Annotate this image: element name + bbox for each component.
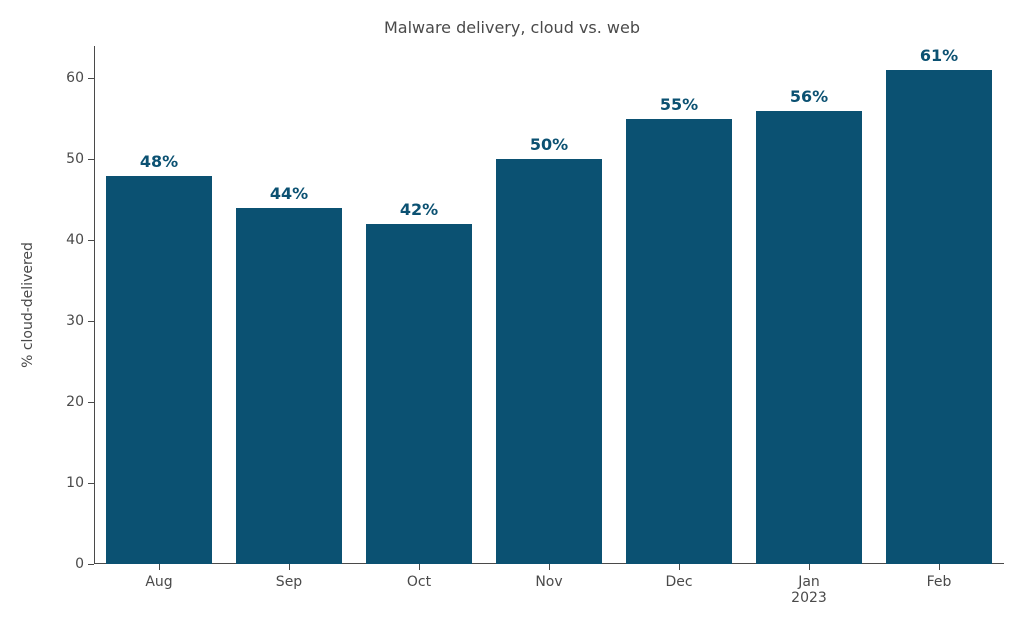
bar-value-label: 61%	[920, 46, 958, 65]
x-tick-mark	[419, 564, 420, 570]
y-tick-mark	[88, 78, 94, 79]
x-tick-mark	[939, 564, 940, 570]
y-tick-label: 20	[52, 394, 84, 410]
bar	[886, 70, 993, 564]
y-tick-label: 60	[52, 70, 84, 86]
x-tick-label: Nov	[535, 574, 562, 590]
x-tick-mark	[679, 564, 680, 570]
bar	[366, 224, 473, 564]
y-axis-spine	[94, 46, 95, 564]
x-tick-label: Aug	[145, 574, 172, 590]
y-tick-mark	[88, 483, 94, 484]
x-tick-label: Feb	[927, 574, 952, 590]
x-tick-mark	[809, 564, 810, 570]
bar	[626, 119, 733, 564]
bar-value-label: 44%	[270, 184, 308, 203]
y-axis-label: % cloud-delivered	[20, 242, 36, 368]
x-tick-label: Jan 2023	[791, 574, 827, 606]
x-tick-label: Dec	[665, 574, 692, 590]
x-tick-mark	[159, 564, 160, 570]
y-tick-mark	[88, 159, 94, 160]
y-tick-label: 0	[52, 556, 84, 572]
bar-value-label: 50%	[530, 135, 568, 154]
bar	[756, 111, 863, 564]
plot-area: 010203040506048%Aug44%Sep42%Oct50%Nov55%…	[94, 46, 1004, 564]
bar	[106, 176, 213, 565]
bar	[496, 159, 603, 564]
y-tick-mark	[88, 321, 94, 322]
bar-value-label: 55%	[660, 95, 698, 114]
x-tick-mark	[549, 564, 550, 570]
bar-value-label: 56%	[790, 87, 828, 106]
y-tick-label: 50	[52, 151, 84, 167]
y-tick-mark	[88, 240, 94, 241]
y-tick-label: 10	[52, 475, 84, 491]
bar-value-label: 42%	[400, 200, 438, 219]
bar	[236, 208, 343, 564]
y-tick-label: 40	[52, 232, 84, 248]
y-tick-mark	[88, 402, 94, 403]
bar-value-label: 48%	[140, 152, 178, 171]
x-tick-label: Oct	[407, 574, 431, 590]
y-tick-mark	[88, 564, 94, 565]
chart-title: Malware delivery, cloud vs. web	[0, 18, 1024, 37]
x-tick-mark	[289, 564, 290, 570]
chart-container: Malware delivery, cloud vs. web 01020304…	[0, 0, 1024, 620]
x-tick-label: Sep	[276, 574, 302, 590]
y-tick-label: 30	[52, 313, 84, 329]
